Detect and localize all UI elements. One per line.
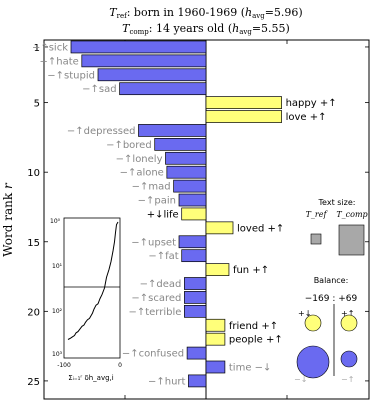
y-tick-label: 25 [27,377,40,388]
text-size-comp-label: T_comp [336,210,367,219]
bar-label-lonely: −↑lonely [116,154,163,165]
bar-label-people: people +↑ [229,335,283,346]
bar-label-love: love +↑ [286,112,327,123]
bar-label-upset: −↑upset [131,237,176,248]
bar-labels-group: −↑sick −↑hate −↑stupid −↑sad happy +↑ love +↑… [32,42,337,387]
balance-title: Balance: [314,276,349,285]
bar-depressed [138,124,207,137]
bar-alone [166,165,207,179]
text-size-ref-label: T_ref [306,210,329,219]
bar-label-happy: happy +↑ [286,98,337,109]
balance-minus-down-circle [296,345,330,379]
inset-ytick-1: 10⁰ [50,218,61,225]
bar-life [181,207,207,221]
text-size-title: Text size: [318,198,356,207]
bar-label-time: time −↓ [229,362,272,373]
cumulative-inset: 10⁰ 10¹ 10² 10³ -100 0 Σᵢ₌₁ʳ δh_avg,i [50,217,122,382]
bar-sick [70,40,207,54]
bar-label-stupid: −↑stupid [47,70,95,81]
balance-plus-up-circle [340,314,358,332]
balance-minus-up: −↑ [341,375,354,384]
bar-hate [81,54,207,68]
chart-title-line-2: Tcomp: 14 years old (havg=5.55) [122,22,290,36]
bar-sad [119,82,207,96]
bar-label-confused: −↑confused [122,349,184,360]
bar-label-pain: −↑pain [138,196,176,207]
bar-label-terrible: −↑terrible [128,307,181,318]
balance-minus-down: −↓ [294,375,307,384]
y-tick-label: 15 [27,238,40,249]
bar-label-alone: −↑alone [120,168,164,179]
text-size-legend: Text size: T_ref T_comp [306,198,368,256]
chart-title-line-1: Tref: born in 1960-1969 (havg=5.96) [109,6,302,20]
bar-fat [181,249,207,263]
bar-lonely [165,151,207,165]
bar-mad [173,179,207,193]
y-tick-label: 1 [34,43,40,54]
bar-upset [178,235,207,249]
bar-confused [186,346,207,360]
bar-label-dead: −↑dead [140,279,182,290]
balance-minus-up-circle [340,350,358,368]
bar-loved [205,221,234,235]
y-tick-label: 20 [27,307,40,318]
bar-love [205,110,282,123]
balance-plus-down: +↓ [298,309,311,318]
bar-label-scared: −↑scared [131,293,181,304]
bars-group [70,40,282,388]
inset-xtick-left: -100 [57,362,71,369]
bar-label-hurt: −↑hurt [148,376,186,387]
y-tick-label: 10 [27,168,40,179]
bar-label-bored: −↑bored [106,140,152,151]
bar-fun [205,263,230,276]
text-size-ref-box [310,233,322,245]
bar-time [205,360,226,374]
bar-label-sick: −↑sick [32,42,68,53]
inset-xtick-right: 0 [118,362,122,369]
balance-plus-up: +↑ [341,309,354,318]
bar-label-life: +↓life [147,209,179,220]
y-axis-label: Word rank r [1,182,15,257]
balance-plus-down-circle [304,314,322,332]
bar-label-mad: −↑mad [132,182,171,193]
inset-ytick-4: 10³ [52,351,63,358]
inset-ytick-2: 10¹ [52,263,63,270]
inset-frame [63,217,121,359]
bar-bored [154,138,207,151]
bar-label-depressed: −↑depressed [67,126,136,137]
balance-values: −169 : +69 [305,294,358,304]
y-tick-label: 5 [34,99,40,110]
bar-label-fun: fun +↑ [233,265,269,276]
bar-label-sad: −↑sad [82,84,116,95]
bar-pain [178,193,207,207]
bar-label-fat: −↑fat [148,251,178,262]
bar-dead [184,277,207,290]
bar-stupid [97,68,207,82]
bar-happy [205,96,282,109]
bar-label-loved: loved +↑ [237,223,284,234]
inset-cumulative-line [67,221,119,340]
bar-hurt [188,374,207,388]
bar-scared [184,291,207,304]
text-size-comp-box [338,224,365,256]
bar-label-friend: friend +↑ [229,321,278,332]
balance-legend: Balance: −169 : +69 +↓ +↑ −↓ −↑ [294,276,358,384]
inset-ytick-3: 10² [52,308,63,315]
bar-terrible [184,304,207,318]
bar-people [205,332,226,346]
bar-friend [205,318,226,332]
bar-label-hate: −↑hate [40,56,79,67]
inset-xlabel: Σᵢ₌₁ʳ δh_avg,i [68,374,114,382]
